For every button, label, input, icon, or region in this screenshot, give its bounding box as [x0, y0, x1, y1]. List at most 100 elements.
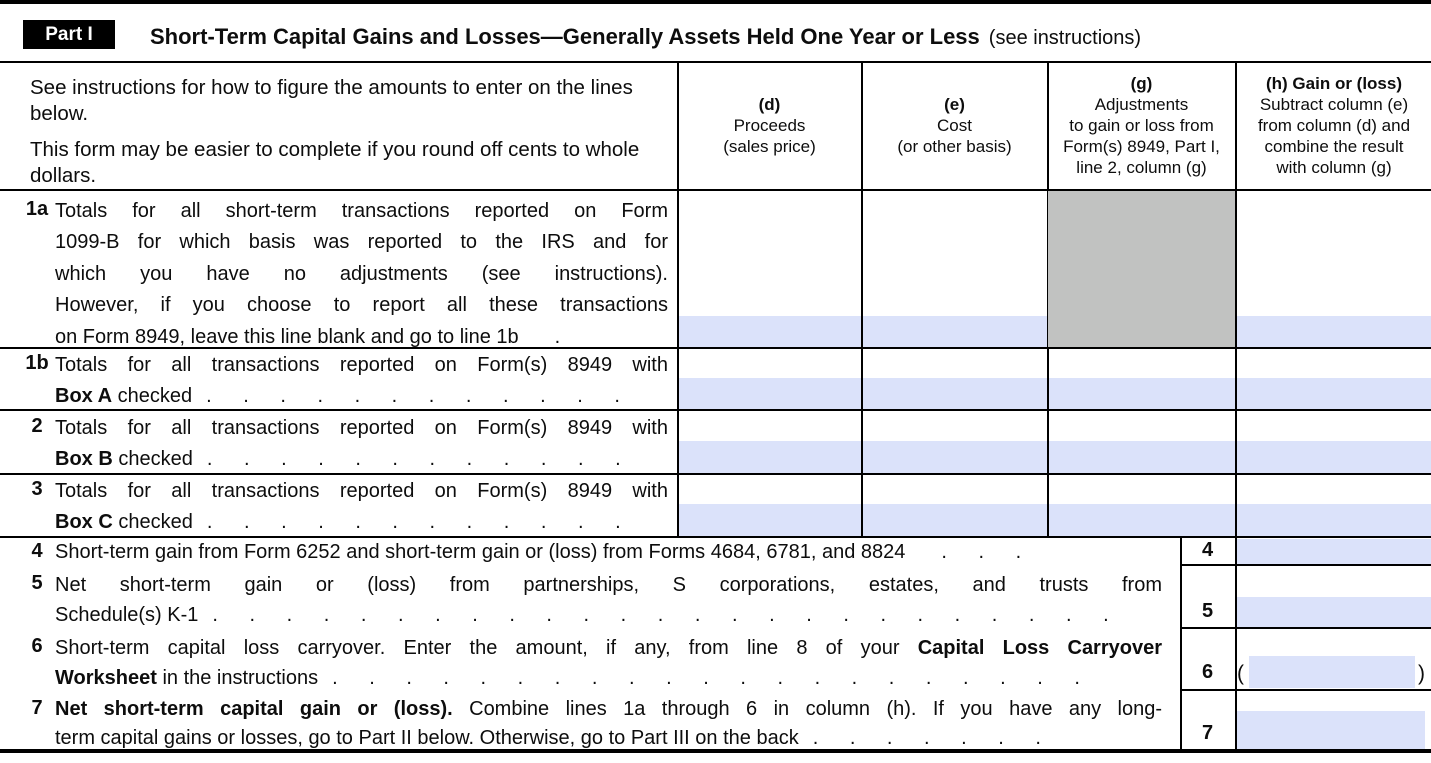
line-2-box-label: Box B — [55, 448, 113, 470]
line-4-text: Short-term gain from Form 6252 and short… — [55, 540, 1162, 565]
col-d-line1: Proceeds — [733, 116, 806, 135]
line-5-text-2-main: Schedule(s) K-1 — [55, 604, 199, 626]
line-6-text-1: Short-term capital loss carryover. Enter… — [55, 633, 1162, 663]
input-1a-proceeds[interactable] — [679, 316, 861, 347]
divider-5-6 — [1180, 627, 1431, 629]
line-1a-text-1: Totals for all short-term transactions r… — [55, 200, 668, 222]
section-title-text: Short-Term Capital Gains and Losses—Gene… — [150, 24, 980, 49]
col-g-letter: (g) — [1130, 74, 1153, 93]
column-header-cost: (e) Cost (or other basis) — [862, 62, 1047, 189]
line-6-number-box: 6 — [1201, 661, 1214, 683]
top-rule — [0, 0, 1431, 4]
col-g-line4: line 2, column (g) — [1076, 158, 1207, 177]
line-4-dot-leader: . . . — [941, 541, 1022, 563]
input-1a-gain-loss[interactable] — [1237, 316, 1431, 347]
col-h-line3: combine the result — [1264, 137, 1404, 156]
input-2-adjustments[interactable] — [1049, 441, 1235, 473]
line-5-text: Net short-term gain or (loss) from partn… — [55, 570, 1162, 630]
input-4-amount[interactable] — [1237, 539, 1431, 564]
line-1a-text-2: 1099-B for which basis was reported to t… — [55, 231, 668, 254]
col-h-line2: from column (d) and — [1257, 116, 1411, 135]
column-header-gain-loss: (h) Gain or (loss) Subtract column (e) f… — [1237, 62, 1431, 189]
col-e-letter: (e) — [944, 95, 965, 114]
line-1a-text-3: which you have no adjustments (see instr… — [55, 262, 668, 285]
input-1a-cost[interactable] — [863, 316, 1047, 347]
input-2-proceeds[interactable] — [679, 441, 861, 473]
input-1b-gain-loss[interactable] — [1237, 378, 1431, 409]
input-1b-adjustments[interactable] — [1049, 378, 1235, 409]
input-3-cost[interactable] — [863, 504, 1047, 536]
line-3-number: 3 — [31, 478, 43, 500]
section-title: Short-Term Capital Gains and Losses—Gene… — [150, 24, 1141, 50]
line-1a-text-4: However, if you choose to report all the… — [55, 294, 668, 317]
line-5-number-box: 5 — [1201, 600, 1214, 622]
line-7-text-2: term capital gains or losses, go to Part… — [55, 724, 1162, 753]
line-1a-text: Totals for all short-term transactions r… — [55, 196, 668, 353]
line-5-dot-leader: . . . . . . . . . . . . . . . . . . . . … — [212, 604, 1109, 626]
divider-4-5 — [1180, 564, 1431, 566]
input-6-amount[interactable] — [1249, 656, 1415, 688]
header-rule — [0, 61, 1431, 63]
divider-1b-2 — [0, 409, 1431, 411]
input-3-adjustments[interactable] — [1049, 504, 1235, 536]
input-3-proceeds[interactable] — [679, 504, 861, 536]
input-2-cost[interactable] — [863, 441, 1047, 473]
col-g-line1: Adjustments — [1094, 95, 1189, 114]
col-g-line3: Form(s) 8949, Part I, — [1063, 137, 1220, 156]
line-2-number: 2 — [31, 415, 43, 437]
line-3-text: Totals for all transactions reported on … — [55, 476, 668, 538]
line-6-dot-leader: . . . . . . . . . . . . . . . . . . . . … — [332, 667, 1080, 689]
intro-line-1: See instructions for how to figure the a… — [30, 76, 633, 125]
line-6-text-2-bold: Worksheet — [55, 667, 157, 689]
divider-2-3 — [0, 473, 1431, 475]
col-e-line2: (or other basis) — [897, 137, 1012, 156]
line-1a-text-5-main: on Form 8949, leave this line blank and … — [55, 325, 519, 348]
line-7-text: Net short-term capital gain or (loss). C… — [55, 695, 1162, 753]
intro-line-2: This form may be easier to complete if y… — [30, 138, 640, 187]
line-3-text-2: Box C checked . . . . . . . . . . . . — [55, 507, 668, 538]
col-d-letter: (d) — [758, 95, 781, 114]
line-5-text-2: Schedule(s) K-1 . . . . . . . . . . . . .… — [55, 600, 1162, 630]
section-title-note: (see instructions) — [988, 27, 1142, 49]
col-border-d-e — [861, 61, 863, 538]
col-e-line1: Cost — [937, 116, 972, 135]
col-h-line4: with column (g) — [1276, 158, 1392, 177]
line-1b-box-label: Box A — [55, 385, 113, 407]
line-7-text-1-main: Combine lines 1a through 6 in column (h)… — [452, 698, 1162, 720]
input-3-gain-loss[interactable] — [1237, 504, 1431, 536]
line-2-dot-leader: . . . . . . . . . . . . — [206, 448, 621, 470]
input-5-amount[interactable] — [1237, 597, 1431, 627]
part-label: Part I — [45, 23, 93, 45]
column-header-proceeds: (d) Proceeds (sales price) — [678, 62, 861, 189]
line-6-text-2-main: in the instructions — [156, 667, 319, 689]
line-6-number-left: 6 — [31, 635, 43, 657]
line-3-checked: checked — [112, 511, 193, 533]
line-3-dot-leader: . . . . . . . . . . . . — [206, 511, 621, 533]
line-1a-dot-leader: . — [554, 325, 561, 348]
line-1b-checked: checked — [112, 385, 193, 407]
col-h-line1: Subtract column (e) — [1259, 95, 1409, 114]
line-1b-number: 1b — [25, 352, 49, 374]
line-2-text-1: Totals for all transactions reported on … — [55, 417, 668, 439]
input-1b-proceeds[interactable] — [679, 378, 861, 409]
line-2-text-2: Box B checked . . . . . . . . . . . . — [55, 444, 668, 475]
col-h-letter: (h) Gain or (loss) — [1266, 74, 1402, 93]
line-6-text-1-main: Short-term capital loss carryover. Enter… — [55, 637, 918, 659]
divider-3-4 — [0, 536, 1431, 538]
col-border-g-h — [1235, 61, 1237, 751]
input-2-gain-loss[interactable] — [1237, 441, 1431, 473]
col-d-line2: (sales price) — [723, 137, 816, 156]
line-2-text: Totals for all transactions reported on … — [55, 413, 668, 475]
line-5-number-left: 5 — [31, 572, 43, 594]
line-7-number-box: 7 — [1201, 722, 1214, 744]
line-1a-number: 1a — [25, 198, 49, 220]
divider-colhead-1a — [0, 189, 1431, 191]
line-5-text-1: Net short-term gain or (loss) from partn… — [55, 574, 1162, 596]
line-6-text-1-bold: Capital Loss Carryover — [917, 637, 1162, 659]
line-6-close-paren: ) — [1418, 662, 1425, 685]
input-1b-cost[interactable] — [863, 378, 1047, 409]
line-1a-text-5: on Form 8949, leave this line blank and … — [55, 322, 668, 353]
input-7-amount[interactable] — [1237, 711, 1425, 749]
line-1b-text: Totals for all transactions reported on … — [55, 350, 668, 412]
